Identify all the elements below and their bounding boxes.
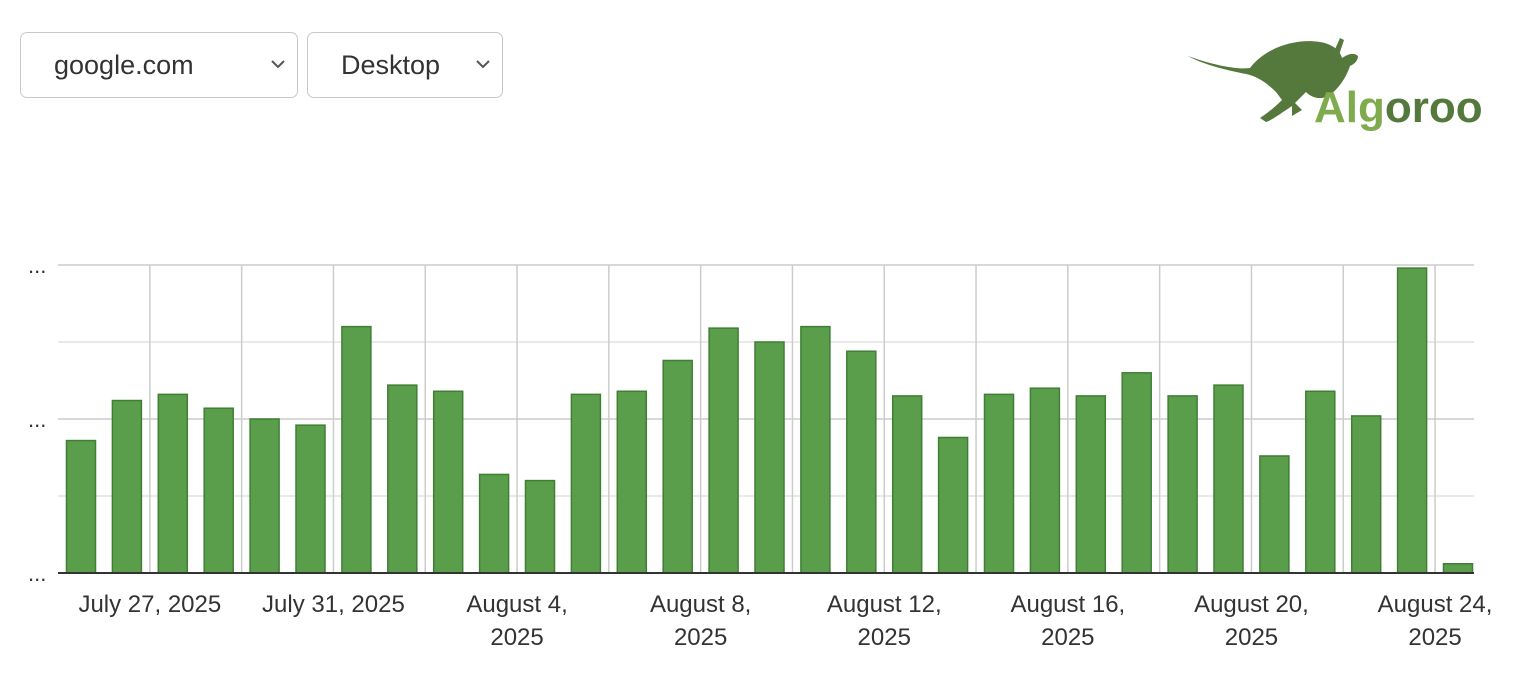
chevron-down-icon [476, 60, 490, 69]
algoroo-logo: Algoroo [1188, 38, 1483, 132]
site-select[interactable]: google.com [20, 32, 298, 98]
kangaroo-icon [1188, 38, 1358, 122]
x-tick-label: August 20, [1194, 591, 1309, 618]
bar [1029, 387, 1061, 574]
bar [1075, 395, 1107, 574]
bar [1350, 415, 1382, 574]
x-tick-label: August 16, [1010, 591, 1125, 618]
bar [478, 473, 510, 574]
y-axis-labels: ......... [28, 253, 46, 586]
x-tick-label: July 31, 2025 [262, 591, 405, 618]
bar [1259, 455, 1290, 574]
bar [937, 436, 969, 574]
y-tick-label: ... [28, 407, 46, 432]
bar [570, 393, 602, 574]
x-tick-label: August 24, [1378, 591, 1493, 618]
x-tick-label-year: 2025 [858, 624, 911, 651]
y-tick-label: ... [28, 561, 46, 586]
bar [1213, 384, 1244, 574]
bar [1305, 390, 1336, 574]
bar [616, 390, 648, 574]
bar [846, 350, 877, 574]
chevron-down-icon [271, 60, 285, 69]
bar [111, 399, 143, 574]
x-tick-label: July 27, 2025 [78, 591, 221, 618]
device-select[interactable]: Desktop [307, 32, 503, 98]
bar [341, 325, 372, 574]
bar [754, 341, 785, 574]
bar [1121, 372, 1152, 574]
x-tick-label-year: 2025 [1225, 624, 1278, 651]
bar [295, 424, 326, 574]
bar [1396, 267, 1428, 574]
site-select-value: google.com [54, 49, 194, 80]
bar [1442, 563, 1474, 574]
x-tick-label-year: 2025 [1408, 624, 1461, 651]
bar [708, 327, 739, 574]
x-tick-label: August 12, [827, 591, 942, 618]
bar [662, 359, 693, 574]
x-tick-label-year: 2025 [674, 624, 727, 651]
x-tick-label-year: 2025 [490, 624, 543, 651]
y-tick-label: ... [28, 253, 46, 278]
bar [249, 418, 280, 574]
bar [983, 393, 1015, 574]
x-tick-label-year: 2025 [1041, 624, 1094, 651]
bar [157, 393, 189, 574]
bar [800, 325, 831, 574]
bar [387, 384, 418, 574]
bar [432, 390, 464, 574]
x-tick-label: August 8, [650, 591, 751, 618]
bar [65, 439, 97, 574]
chart-bars [65, 267, 1474, 574]
bar [1167, 395, 1198, 574]
bar [891, 395, 923, 574]
bar [203, 407, 234, 574]
x-axis-labels: July 27, 2025 July 31, 2025 August 4, 2025 A… [78, 591, 1492, 651]
device-select-value: Desktop [341, 49, 441, 80]
x-tick-label: August 4, [466, 591, 567, 618]
bar [524, 479, 556, 574]
logo-text: Algoroo [1314, 83, 1483, 132]
